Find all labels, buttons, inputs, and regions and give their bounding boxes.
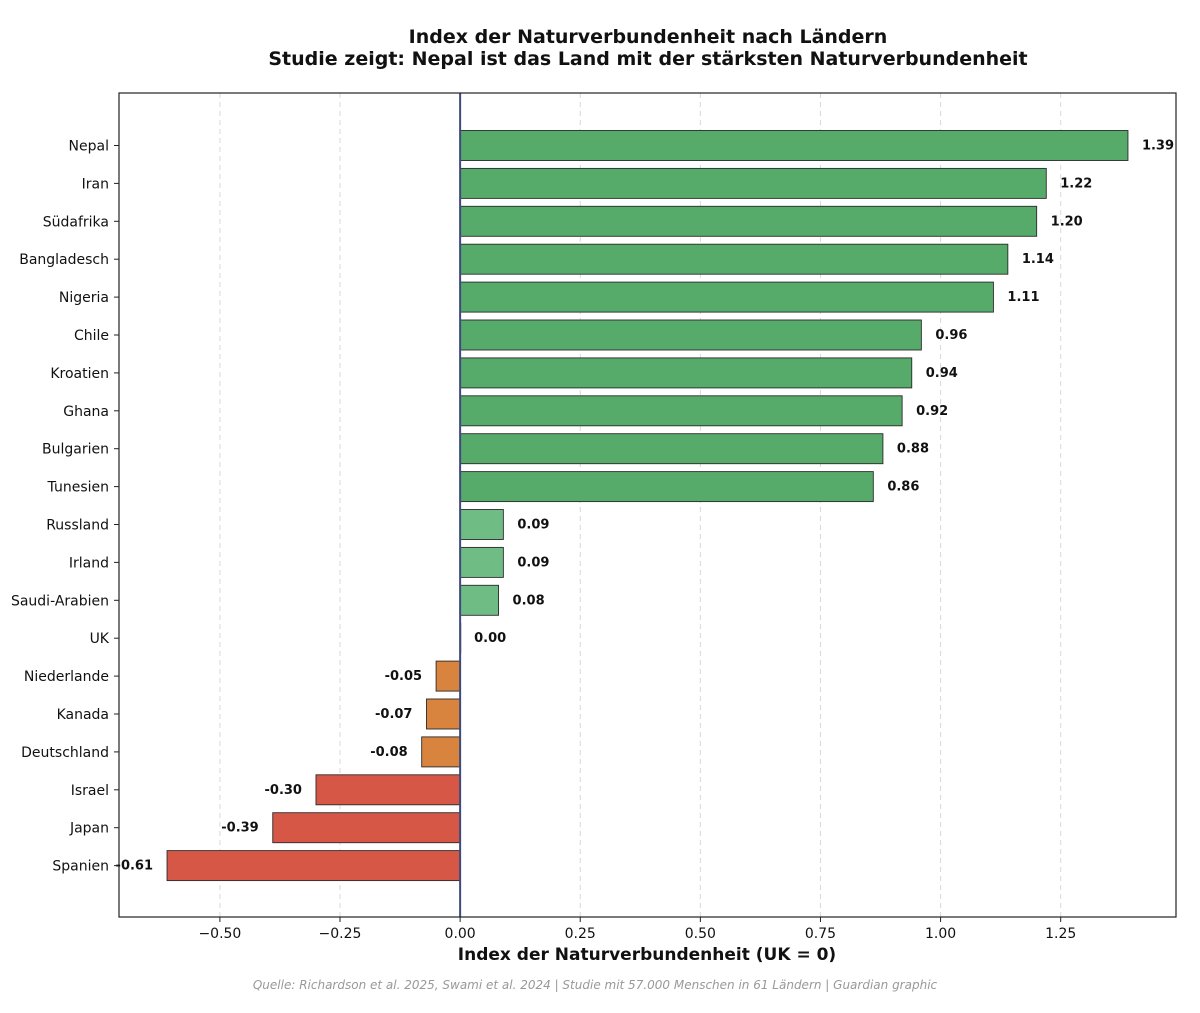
value-label: -0.30 <box>265 783 302 798</box>
value-label: 1.39 <box>1142 139 1174 154</box>
y-tick-label: Nepal <box>69 139 109 155</box>
value-label: -0.05 <box>385 669 422 684</box>
bar <box>315 774 461 806</box>
x-tick-label: −0.50 <box>198 926 241 942</box>
y-tick-label: Kroatien <box>50 366 109 382</box>
y-tick-label: Israel <box>71 783 109 799</box>
y-tick-label: Spanien <box>52 859 109 875</box>
value-label: 0.08 <box>513 593 545 608</box>
plot-frame <box>118 92 1177 918</box>
bar <box>459 471 874 503</box>
value-label: 0.88 <box>897 442 929 457</box>
x-tick-label: 0.25 <box>565 926 596 942</box>
y-tick-label: Iran <box>82 176 109 192</box>
bar <box>459 584 500 616</box>
value-label: 0.92 <box>916 404 948 419</box>
bar <box>435 660 461 692</box>
y-tick-label: Irland <box>69 555 109 571</box>
y-tick-label: Südafrika <box>43 214 109 230</box>
bar <box>459 319 922 351</box>
bar <box>166 850 461 882</box>
bar <box>459 509 504 540</box>
bar <box>426 698 461 730</box>
y-axis-ticks: Nepal Iran Südafrika Bangladesch Nigeria Chil… <box>11 139 119 875</box>
x-tick-label: 1.25 <box>1045 926 1076 942</box>
bar <box>421 736 461 768</box>
y-tick-label: Japan <box>69 821 109 837</box>
y-tick-label: Niederlande <box>24 669 109 685</box>
y-tick-label: Nigeria <box>59 290 109 306</box>
bar <box>459 546 504 578</box>
bar <box>459 357 913 389</box>
y-tick-label: Bangladesch <box>19 252 109 268</box>
value-label: 1.22 <box>1060 176 1092 191</box>
bar <box>459 433 884 465</box>
value-labels: 1.39 1.22 1.20 1.14 1.11 0.96 0.94 0.92 0.88 0.86… <box>116 139 1174 874</box>
y-tick-label: Tunesien <box>47 480 109 496</box>
value-label: 0.09 <box>517 518 549 533</box>
x-tick-label: −0.25 <box>319 926 362 942</box>
bar <box>459 205 1038 237</box>
value-label: 0.09 <box>517 555 549 570</box>
value-label: -0.39 <box>221 821 258 836</box>
value-label: 0.96 <box>935 328 967 343</box>
y-tick-label: Chile <box>74 328 109 344</box>
bar <box>459 281 994 313</box>
x-tick-label: 0.50 <box>685 926 716 942</box>
value-label: -0.07 <box>375 707 412 722</box>
value-label: 0.94 <box>926 366 958 381</box>
value-label: 0.86 <box>887 480 919 495</box>
value-label: 1.11 <box>1007 290 1039 305</box>
value-label: 0.00 <box>474 631 506 646</box>
bar <box>459 395 903 427</box>
x-tick-label: 0.75 <box>805 926 836 942</box>
y-tick-label: Kanada <box>57 707 109 723</box>
source-caption: Quelle: Richardson et al. 2025, Swami et… <box>252 978 938 992</box>
y-tick-label: Bulgarien <box>42 442 109 458</box>
x-axis-label: Index der Naturverbundenheit (UK = 0) <box>458 945 836 965</box>
chart-subtitle: Studie zeigt: Nepal ist das Land mit der… <box>268 48 1028 70</box>
value-label: 1.20 <box>1051 214 1083 229</box>
value-label: -0.08 <box>370 745 407 760</box>
bar <box>459 130 1129 161</box>
bar <box>459 167 1047 199</box>
y-tick-label: Ghana <box>63 404 109 420</box>
value-label: 1.14 <box>1022 252 1054 267</box>
x-tick-label: 0.00 <box>445 926 476 942</box>
x-tick-label: 1.00 <box>925 926 956 942</box>
y-tick-label: UK <box>90 631 110 647</box>
y-tick-label: Deutschland <box>21 745 109 761</box>
value-label: -0.61 <box>116 859 153 874</box>
y-tick-label: Saudi-Arabien <box>11 593 109 609</box>
bars <box>166 130 1129 882</box>
bar <box>272 812 461 844</box>
chart-title: Index der Naturverbundenheit nach Länder… <box>408 26 888 48</box>
x-axis-ticks: −0.50 −0.25 0.00 0.25 0.50 0.75 1.00 1.25 <box>198 917 1076 942</box>
bar <box>459 243 1009 275</box>
y-tick-label: Russland <box>46 518 109 534</box>
